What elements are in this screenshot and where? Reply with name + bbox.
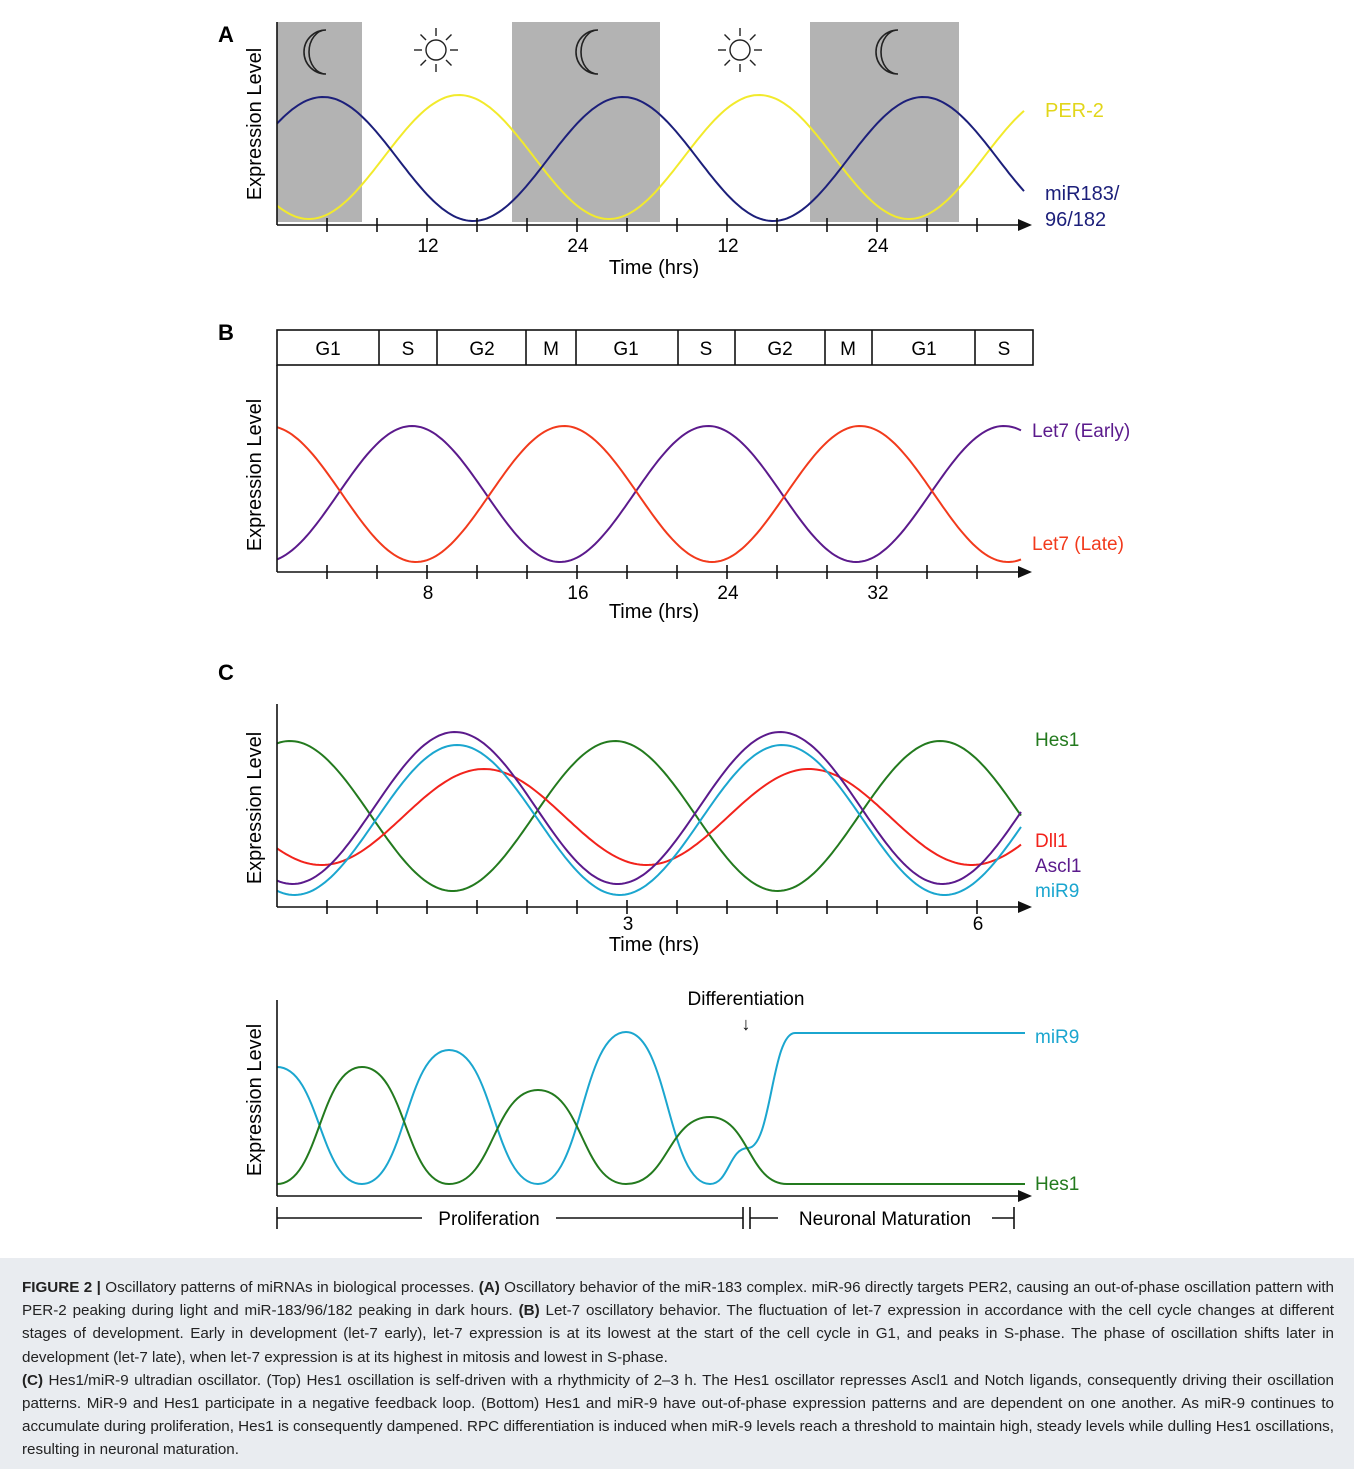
panel-b: B G1 S G2 M G1 S G2 M G1 S 8 16 24 32 Ti… [218, 320, 1130, 623]
night-shade [810, 22, 959, 222]
tick-label: 24 [717, 583, 739, 604]
y-axis-label: Expression Level [244, 48, 266, 200]
let7-early-label: Let7 (Early) [1032, 421, 1130, 442]
figure-caption: FIGURE 2 | Oscillatory patterns of miRNA… [0, 1258, 1354, 1469]
maturation-label: Neuronal Maturation [799, 1209, 971, 1230]
maturation-bracket [749, 1207, 1015, 1229]
caption-c-label: (C) [22, 1371, 44, 1389]
night-shade [512, 22, 660, 222]
moon-icon [303, 29, 327, 75]
phase-label: G2 [767, 339, 792, 360]
phase-label: M [840, 339, 856, 360]
caption-a-label: (A) [478, 1279, 500, 1296]
night-shade [277, 22, 362, 222]
dll1-label: Dll1 [1035, 831, 1068, 852]
x-axis-label: Time (hrs) [609, 934, 699, 956]
ascl1-curve [276, 730, 1022, 886]
x-ticks [326, 565, 978, 579]
caption-c-text: Hes1/miR-9 ultradian oscillator. (Top) H… [22, 1371, 1334, 1459]
panel-c-letter: C [218, 660, 234, 685]
caption-a-text: Oscillatory behavior of the miR-183 comp… [22, 1279, 1334, 1320]
hes1-label: Hes1 [1035, 730, 1079, 751]
let7-early-curve [276, 424, 1022, 564]
sun-icon [414, 28, 458, 72]
hes1-curve [276, 1065, 1025, 1186]
panel-c-top: C 3 6 Time (hrs) Expression Level Hes1 D… [218, 660, 1081, 956]
phase-label: G2 [469, 339, 494, 360]
x-axis-label: Time (hrs) [609, 257, 699, 279]
figure-label: FIGURE 2 | [22, 1279, 101, 1296]
tick-label: 12 [717, 236, 738, 257]
caption-b-text: Let-7 oscillatory behavior. The fluctuat… [22, 1302, 1334, 1366]
mir183-curve [276, 95, 1025, 223]
tick-label: 16 [567, 583, 588, 604]
differentiation-arrow-icon: ↓ [742, 1014, 751, 1034]
x-ticks [326, 218, 978, 232]
caption-b-label: (B) [518, 1302, 540, 1320]
panel-a-letter: A [218, 22, 234, 47]
tick-label: 12 [417, 236, 438, 257]
mir9-label: miR9 [1035, 881, 1079, 902]
proliferation-label: Proliferation [438, 1209, 539, 1230]
mir9-curve [276, 1030, 1025, 1186]
y-axis-label: Expression Level [244, 399, 266, 551]
figure: A [218, 22, 1130, 1230]
mir9-label: miR9 [1035, 1027, 1079, 1048]
y-axis-label: Expression Level [244, 1024, 266, 1176]
phase-label: S [700, 339, 713, 360]
tick-label: 32 [867, 583, 888, 604]
mir183-label: 96/182 [1045, 209, 1106, 231]
tick-label: 6 [973, 914, 984, 935]
hes1-curve [276, 739, 1022, 893]
tick-label: 24 [567, 236, 589, 257]
cell-cycle-phase-bar [276, 329, 1034, 366]
x-axis-label: Time (hrs) [609, 601, 699, 623]
panel-c-bottom: Differentiation ↓ Expression Level miR9 … [244, 989, 1079, 1230]
figure-svg: A [218, 22, 1130, 1230]
tick-label: 24 [867, 236, 889, 257]
phase-label: M [543, 339, 559, 360]
caption-text: FIGURE 2 | Oscillatory patterns of miRNA… [22, 1276, 1334, 1462]
dll1-curve [276, 767, 1022, 867]
proliferation-bracket [276, 1207, 744, 1229]
sun-icon [718, 28, 762, 72]
mir183-label: miR183/ [1045, 183, 1120, 205]
phase-label: S [402, 339, 415, 360]
let7-late-label: Let7 (Late) [1032, 534, 1124, 555]
hes1-label: Hes1 [1035, 1174, 1079, 1195]
tick-label: 3 [623, 914, 634, 935]
panel-a: A [218, 22, 1120, 279]
per2-label: PER-2 [1045, 100, 1104, 122]
phase-label: S [998, 339, 1011, 360]
phase-label: G1 [315, 339, 340, 360]
panel-b-letter: B [218, 320, 234, 345]
cell-cycle-phase-labels: G1 S G2 M G1 S G2 M G1 S [315, 339, 1010, 360]
x-ticks [326, 900, 978, 914]
ascl1-label: Ascl1 [1035, 856, 1081, 877]
tick-label: 8 [423, 583, 434, 604]
mir9-curve [276, 743, 1022, 897]
per2-curve [276, 93, 1025, 221]
moon-icon [575, 29, 599, 75]
caption-intro: Oscillatory patterns of miRNAs in biolog… [100, 1279, 479, 1296]
y-axis-label: Expression Level [244, 732, 266, 884]
phase-label: G1 [613, 339, 638, 360]
moon-icon [875, 29, 899, 75]
phase-label: G1 [911, 339, 936, 360]
let7-late-curve [276, 424, 1022, 564]
differentiation-label: Differentiation [688, 989, 805, 1010]
